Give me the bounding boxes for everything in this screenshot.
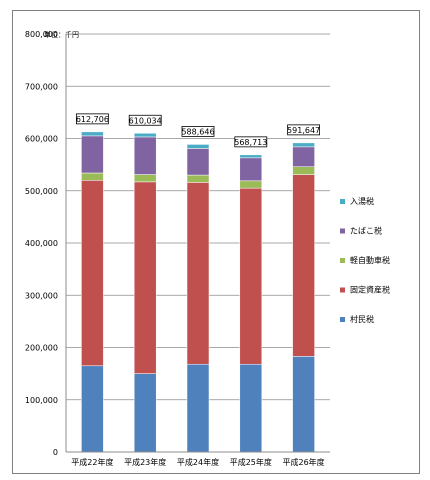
bar-segment-5	[239, 154, 263, 159]
total-label: 591,647	[287, 126, 320, 135]
unit-label: 単位：千円	[44, 30, 79, 39]
legend-swatch	[340, 317, 345, 322]
total-label-box	[128, 114, 162, 126]
total-label-box	[76, 113, 109, 125]
bar-segment-4	[133, 136, 157, 175]
y-tick-label: 600,000	[25, 135, 58, 144]
bar-segment-3	[292, 166, 315, 175]
bar-segment-5	[81, 131, 104, 137]
x-category-label: 平成22年度	[71, 457, 113, 467]
total-label-box	[181, 126, 215, 137]
y-tick-label: 500,000	[25, 187, 58, 196]
bar-segment-2	[133, 181, 157, 374]
x-category-label: 平成24年度	[177, 457, 219, 467]
x-category-label: 平成26年度	[283, 457, 325, 467]
x-category-label: 平成25年度	[230, 457, 272, 467]
bar-segment-5	[133, 133, 157, 138]
bar-segment-1	[133, 373, 157, 453]
bar-segment-2	[81, 180, 104, 367]
total-label: 568,713	[234, 138, 267, 147]
legend-label: 村民税	[350, 314, 374, 324]
legend-label: 固定資産税	[350, 285, 390, 295]
total-label-box	[287, 124, 321, 136]
bar-segment-2	[292, 174, 315, 357]
bar-segment-4	[186, 148, 210, 176]
legend-swatch	[340, 258, 345, 263]
total-label: 588,646	[181, 127, 214, 136]
bar-segment-5	[186, 144, 210, 149]
bar-segment-2	[239, 187, 263, 365]
legend-swatch	[340, 199, 345, 204]
bar-segment-4	[292, 146, 315, 167]
bar-segment-5	[292, 142, 315, 148]
total-label-box	[234, 136, 268, 148]
bar-segment-3	[239, 180, 263, 189]
legend-label: たばこ税	[350, 226, 382, 236]
bar-segment-4	[81, 135, 104, 174]
y-tick-label: 200,000	[25, 344, 58, 353]
bar-segment-3	[186, 174, 210, 183]
bar-segment-4	[239, 157, 263, 182]
bar-segment-1	[292, 356, 315, 453]
y-tick-label: 0	[53, 448, 58, 457]
bar-segment-1	[81, 365, 104, 453]
bar-segment-3	[133, 174, 157, 183]
legend-label: 入湯税	[350, 196, 374, 206]
bar-segment-3	[81, 172, 104, 181]
total-label: 610,034	[129, 116, 162, 125]
y-tick-label: 400,000	[25, 239, 58, 248]
bar-segment-1	[186, 363, 210, 453]
y-tick-label: 800,000	[25, 30, 58, 39]
legend-swatch	[340, 287, 345, 293]
y-tick-label: 700,000	[25, 82, 58, 91]
chart-frame	[12, 10, 420, 474]
y-tick-label: 300,000	[25, 291, 58, 300]
bar-segment-1	[239, 363, 263, 453]
total-label: 612,706	[76, 115, 109, 124]
legend-swatch	[340, 228, 345, 234]
bar-segment-2	[186, 182, 210, 365]
x-category-label: 平成23年度	[124, 457, 166, 467]
legend-label: 軽自動車税	[350, 255, 390, 265]
y-tick-label: 100,000	[25, 396, 58, 405]
